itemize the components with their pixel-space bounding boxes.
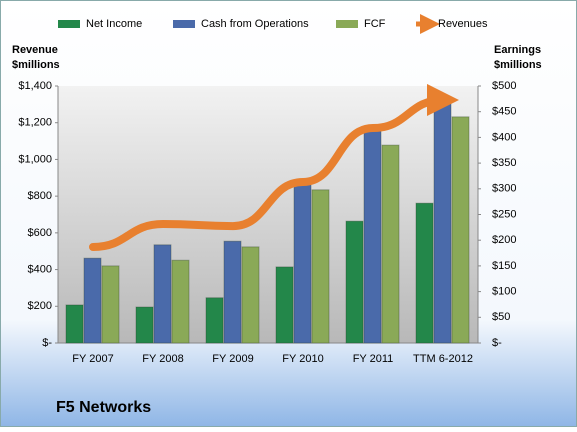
y2-axis-label: $millions [494, 59, 542, 71]
y-axis-label: $millions [12, 59, 60, 71]
bar [241, 246, 260, 344]
y2-tick-label: $250 [492, 208, 516, 220]
bar [345, 220, 364, 344]
legend-marker [58, 20, 80, 28]
y-tick-label: $- [42, 337, 52, 349]
bar [451, 116, 470, 344]
x-tick-label: FY 2007 [72, 353, 113, 365]
bar [65, 304, 84, 344]
y-tick-label: $1,200 [18, 117, 52, 129]
legend-label: Cash from Operations [201, 18, 309, 30]
x-tick-label: FY 2008 [142, 353, 183, 365]
bar [311, 189, 330, 344]
plot-area [58, 86, 478, 343]
legend-marker [173, 20, 195, 28]
bar [171, 259, 190, 344]
bar [293, 181, 312, 344]
y-tick-label: $200 [28, 300, 52, 312]
y-axis-label: Revenue [12, 44, 58, 56]
bar [223, 240, 242, 344]
legend-label: FCF [364, 18, 386, 30]
bar [205, 297, 224, 344]
y-tick-label: $400 [28, 263, 52, 275]
chart-title: F5 Networks [56, 399, 151, 416]
line [89, 83, 459, 251]
y2-tick-label: $100 [492, 286, 516, 298]
bar [415, 202, 434, 344]
y2-tick-label: $- [492, 337, 502, 349]
y2-tick-label: $450 [492, 106, 516, 118]
bar [153, 244, 172, 344]
y2-tick-label: $200 [492, 234, 516, 246]
bar [135, 306, 154, 344]
bar [101, 265, 120, 344]
x-tick-label: TTM 6-2012 [413, 353, 473, 365]
bar [433, 100, 452, 344]
legend-marker [336, 20, 358, 28]
x-tick-label: FY 2010 [282, 353, 323, 365]
y2-tick-label: $300 [492, 183, 516, 195]
y-tick-label: $1,000 [18, 153, 52, 165]
legend-label: Net Income [86, 18, 142, 30]
y2-tick-label: $400 [492, 131, 516, 143]
y2-axis-label: Earnings [494, 44, 541, 56]
y-tick-label: $1,400 [18, 80, 52, 92]
y2-tick-label: $500 [492, 80, 516, 92]
y-tick-label: $600 [28, 227, 52, 239]
legend-label: Revenues [438, 18, 488, 30]
y2-tick-label: $50 [492, 311, 510, 323]
bar [363, 127, 382, 344]
bar [275, 266, 294, 344]
y2-tick-label: $350 [492, 157, 516, 169]
x-tick-label: FY 2009 [212, 353, 253, 365]
x-tick-label: FY 2011 [353, 353, 394, 365]
bar [83, 257, 102, 344]
bar [381, 144, 400, 344]
y2-tick-label: $150 [492, 260, 516, 272]
y-tick-label: $800 [28, 190, 52, 202]
